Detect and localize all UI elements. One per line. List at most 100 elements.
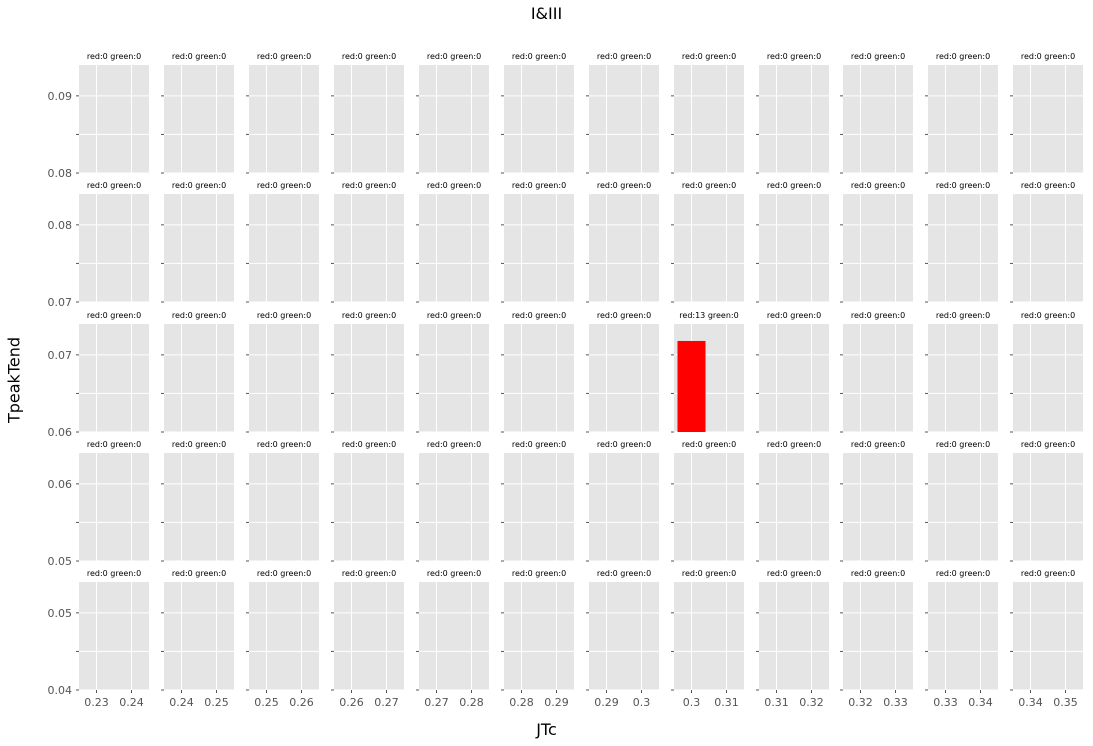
panel-background [759,453,829,561]
panel-background [419,65,489,173]
y-tick-label: 0.05 [48,607,73,620]
panel-title: red:0 green:0 [172,311,226,320]
panel-background [249,582,319,690]
panel-background [504,65,574,173]
panel-title: red:0 green:0 [427,311,481,320]
panel-title: red:0 green:0 [427,569,481,578]
panel-background [164,194,234,302]
x-tick-label: 0.34 [1018,696,1043,709]
panel-background [759,324,829,432]
panel-background [759,65,829,173]
panel-title: red:0 green:0 [512,440,566,449]
panel-background [674,65,744,173]
panel-title: red:0 green:0 [257,181,311,190]
x-tick-label: 0.27 [424,696,449,709]
panel-background [249,324,319,432]
panel-background [334,65,404,173]
panel-title: red:0 green:0 [257,311,311,320]
panel-background [843,65,913,173]
panel-title: red:0 green:0 [87,311,141,320]
panel-background [843,194,913,302]
panel-background [334,453,404,561]
panel-title: red:0 green:0 [682,52,736,61]
x-tick-label: 0.28 [459,696,484,709]
panel-background [504,194,574,302]
panel-title: red:0 green:0 [851,311,905,320]
x-tick-label: 0.29 [594,696,619,709]
y-tick-label: 0.04 [48,684,73,697]
panel-title: red:0 green:0 [682,181,736,190]
x-tick-label: 0.34 [968,696,993,709]
panel-title: red:0 green:0 [851,569,905,578]
panel-title: red:0 green:0 [767,181,821,190]
x-tick-label: 0.31 [764,696,789,709]
y-tick-label: 0.08 [48,219,73,232]
panel-title: red:0 green:0 [682,569,736,578]
x-tick-label: 0.32 [848,696,873,709]
y-tick-label: 0.07 [48,296,73,309]
panel-background [843,582,913,690]
panel-background [928,194,998,302]
panel-background [759,194,829,302]
panel-title: red:0 green:0 [851,440,905,449]
panel-title: red:0 green:0 [427,52,481,61]
x-tick-label: 0.27 [374,696,399,709]
panel-title: red:0 green:0 [767,311,821,320]
panel-title: red:0 green:0 [172,440,226,449]
figure-suptitle: I&III [530,4,563,23]
panel-background [843,453,913,561]
panel-title: red:0 green:0 [1021,440,1075,449]
x-tick-label: 0.25 [204,696,229,709]
panel-title: red:0 green:0 [1021,181,1075,190]
panel-title: red:0 green:0 [767,569,821,578]
panel-title: red:0 green:0 [87,440,141,449]
x-tick-label: 0.23 [84,696,109,709]
panel-title: red:0 green:0 [87,181,141,190]
panel-background [334,324,404,432]
panel-title: red:0 green:0 [342,311,396,320]
x-tick-label: 0.3 [633,696,651,709]
y-tick-label: 0.06 [48,478,73,491]
panel-title: red:0 green:0 [342,440,396,449]
panel-title: red:0 green:0 [936,440,990,449]
x-tick-label: 0.31 [714,696,739,709]
panel-background [249,453,319,561]
x-tick-label: 0.24 [169,696,194,709]
panel-background [928,453,998,561]
y-tick-label: 0.09 [48,90,73,103]
panel-title: red:0 green:0 [597,52,651,61]
panel-title: red:0 green:0 [1021,569,1075,578]
x-tick-label: 0.3 [683,696,701,709]
panel-title: red:0 green:0 [257,440,311,449]
panel-background [79,453,149,561]
panel-title: red:0 green:0 [597,569,651,578]
panel-title: red:0 green:0 [172,569,226,578]
panel-title: red:0 green:0 [512,181,566,190]
x-tick-label: 0.35 [1053,696,1078,709]
panel-background [589,453,659,561]
panel-background [589,194,659,302]
panel-title: red:0 green:0 [512,52,566,61]
panel-title: red:0 green:0 [257,52,311,61]
panel-background [334,582,404,690]
panel-background [843,324,913,432]
panel-title: red:0 green:0 [342,52,396,61]
panel-background [419,194,489,302]
panel-title: red:0 green:0 [257,569,311,578]
bar-red [677,340,706,432]
panel-background [419,453,489,561]
panel-background [674,453,744,561]
x-tick-label: 0.28 [509,696,534,709]
x-tick-label: 0.24 [119,696,144,709]
panel-background [928,582,998,690]
x-tick-label: 0.26 [289,696,314,709]
x-tick-label: 0.33 [933,696,958,709]
y-tick-label: 0.07 [48,349,73,362]
panel-background [504,582,574,690]
panel-background [249,194,319,302]
panel-title: red:0 green:0 [172,181,226,190]
panel-background [164,65,234,173]
y-tick-label: 0.08 [48,167,73,180]
y-tick-label: 0.05 [48,555,73,568]
